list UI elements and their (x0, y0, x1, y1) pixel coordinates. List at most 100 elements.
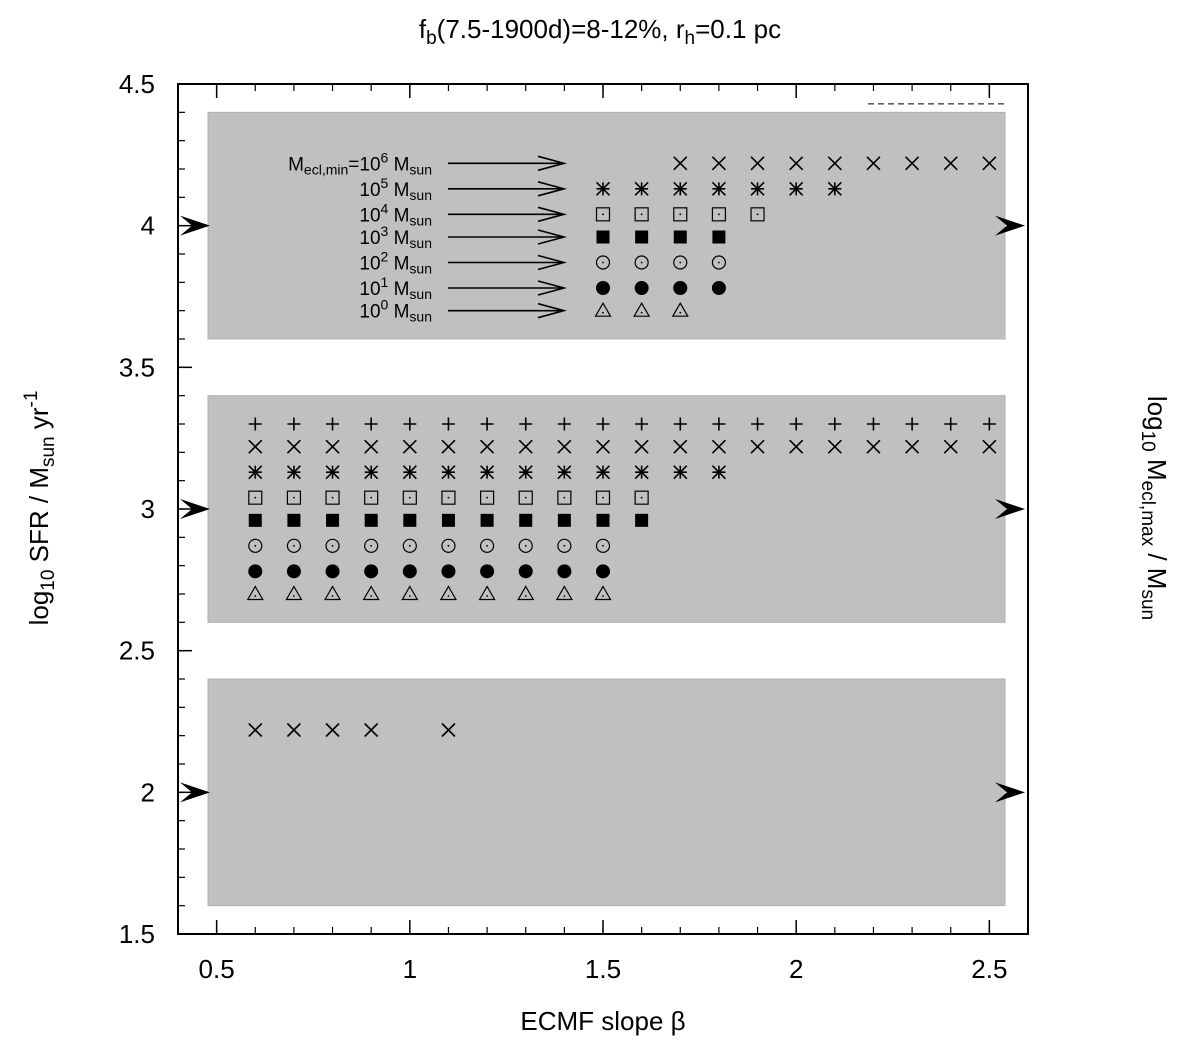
point-filled-square-5-4 (403, 513, 417, 527)
point-plus-0-4 (403, 417, 417, 431)
point-open-circle-6-7 (518, 538, 533, 553)
point-filled-square-5-0 (248, 513, 262, 527)
point-cross-2-4 (905, 439, 920, 454)
point-star-3-9 (595, 465, 611, 480)
y-tick-label-1: 2 (141, 777, 155, 807)
point-open-circle-6-5 (441, 538, 456, 553)
point-filled-square-5-3 (364, 513, 378, 527)
band-arrow-left-0 (180, 782, 210, 803)
y-tick-label-3: 3 (141, 494, 155, 524)
point-filled-square-12-1 (635, 230, 649, 244)
point-cross-9-5 (866, 156, 881, 171)
point-cross-9-4 (827, 156, 842, 171)
point-filled-circle-14-0 (596, 281, 610, 295)
point-filled-circle-7-6 (480, 564, 495, 579)
point-plus-0-16 (866, 417, 880, 431)
point-cross-1-0 (248, 439, 263, 454)
x-tick-label-2: 1.5 (585, 954, 621, 984)
point-cross-1-5 (441, 439, 456, 454)
band-2 (207, 678, 1006, 907)
point-filled-circle-7-5 (441, 564, 456, 579)
point-open-circle-13-0 (595, 255, 611, 270)
chart-title: fb(7.5-1900d)=8-12%, rh=0.1 pc (419, 14, 781, 49)
point-star-10-2 (673, 181, 688, 196)
point-open-circle-13-3 (711, 255, 727, 270)
point-cross-1-9 (595, 439, 611, 454)
point-open-circle-6-9 (595, 538, 611, 553)
point-cross-1-10 (634, 439, 649, 454)
point-cross-1-6 (480, 439, 495, 454)
point-filled-circle-7-8 (557, 564, 572, 579)
point-cross-9-3 (789, 156, 804, 171)
x-tick-label-1: 1 (403, 954, 417, 984)
band-arrow-left-2 (180, 215, 210, 236)
point-plus-0-14 (789, 417, 803, 431)
annotation-label-0: Mecl,min=106 Msun (288, 149, 432, 178)
band-arrow-right-0 (995, 782, 1025, 803)
y-tick-label-0: 1.5 (119, 919, 155, 949)
point-open-square-4-6 (479, 490, 495, 505)
point-star-3-7 (518, 465, 533, 480)
point-open-square-4-7 (518, 490, 533, 505)
x-axis-label: ECMF slope β (520, 1006, 685, 1036)
point-open-circle-13-1 (634, 255, 649, 270)
point-open-circle-6-4 (402, 538, 417, 553)
point-cross-16-2 (325, 722, 340, 738)
point-filled-square-5-7 (519, 513, 533, 527)
point-star-10-0 (595, 181, 611, 196)
point-star-3-2 (325, 465, 340, 480)
point-cross-16-3 (364, 722, 379, 738)
point-open-square-4-4 (402, 490, 417, 505)
point-filled-circle-7-1 (286, 564, 301, 579)
texts: 0.511.522.51.522.533.544.56.577.58fb(7.5… (21, 14, 1172, 1036)
point-filled-circle-7-3 (364, 564, 379, 579)
point-open-square-4-2 (325, 490, 340, 505)
point-cross-16-0 (248, 722, 263, 738)
point-open-triangle-8-7 (517, 585, 535, 601)
point-open-triangle-8-9 (594, 585, 612, 601)
point-open-triangle-8-8 (555, 585, 573, 601)
y-tick-label-4: 3.5 (119, 352, 155, 382)
point-star-3-3 (364, 465, 379, 480)
point-cross-16-4 (441, 722, 456, 738)
point-filled-circle-7-9 (596, 564, 610, 579)
point-cross-9-7 (943, 156, 958, 171)
point-star-3-1 (286, 465, 301, 480)
annotation-label-4: 102 Msun (359, 248, 432, 277)
band-arrow-left-1 (180, 499, 210, 519)
point-filled-square-5-6 (480, 513, 494, 527)
y-tick-label-2: 2.5 (119, 636, 155, 666)
point-cross-1-2 (325, 439, 340, 454)
point-star-10-4 (750, 181, 765, 196)
point-star-3-6 (480, 465, 495, 480)
point-cross-9-0 (673, 156, 688, 171)
point-cross-2-2 (827, 439, 842, 454)
point-open-circle-6-8 (557, 538, 572, 553)
band-arrow-right-1 (995, 499, 1025, 519)
point-filled-circle-14-1 (634, 281, 649, 295)
point-cross-2-6 (982, 439, 997, 454)
point-open-square-4-1 (286, 490, 302, 505)
point-open-triangle-8-2 (324, 585, 342, 601)
point-star-10-1 (634, 181, 649, 196)
point-plus-0-6 (480, 417, 494, 431)
point-open-circle-6-1 (286, 538, 302, 553)
point-star-3-12 (711, 465, 726, 480)
x-tick-label-3: 2 (789, 954, 803, 984)
point-cross-16-1 (286, 722, 301, 738)
x-tick-label-0: 0.5 (199, 954, 235, 984)
point-open-square-4-3 (364, 490, 379, 505)
annotation-arrowhead-5 (537, 280, 568, 296)
point-cross-9-8 (982, 156, 997, 171)
point-filled-circle-7-4 (402, 564, 417, 579)
point-star-3-5 (441, 465, 456, 480)
point-cross-2-0 (750, 439, 765, 454)
point-open-square-4-10 (634, 490, 649, 505)
annotation-arrowhead-6 (537, 302, 568, 319)
point-star-3-4 (402, 465, 417, 480)
point-filled-circle-7-7 (518, 564, 533, 579)
y-axis-label-left: log10 SFR / Msun yr-1 (21, 391, 59, 626)
marks (246, 156, 997, 738)
point-filled-square-5-8 (557, 513, 571, 527)
